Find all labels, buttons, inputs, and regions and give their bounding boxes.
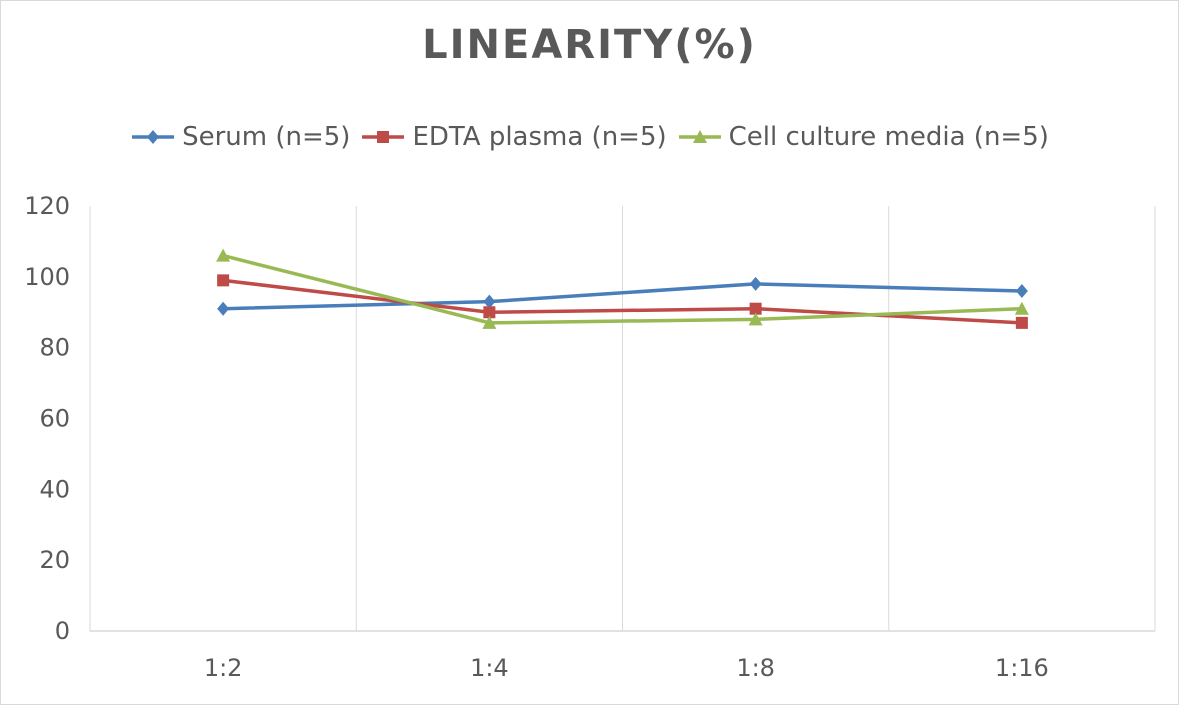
legend-marker-shape [147, 130, 160, 144]
legend-label-cell-culture: Cell culture media (n=5) [728, 122, 1049, 152]
x-tick-label: 1:16 [995, 654, 1049, 682]
legend: Serum (n=5) EDTA plasma (n=5) Cell cultu… [0, 122, 1179, 152]
data-point-1 [483, 306, 496, 319]
data-point-1 [749, 302, 762, 315]
legend-marker-cell-culture [678, 130, 721, 143]
data-point-1 [1015, 316, 1028, 329]
y-tick-label: 120 [24, 192, 70, 220]
x-tick-label: 1:8 [736, 654, 775, 682]
legend-item-cell-culture: Cell culture media (n=5) [677, 122, 1049, 152]
data-point-0 [217, 301, 230, 316]
legend-marker-serum [132, 130, 175, 144]
series-line-0 [223, 282, 1022, 311]
x-tick-label: 1:4 [470, 654, 509, 682]
y-tick-label: 0 [55, 617, 70, 645]
legend-marker-shape [377, 131, 390, 143]
legend-label-edta: EDTA plasma (n=5) [412, 122, 667, 152]
legend-item-serum: Serum (n=5) [130, 122, 350, 152]
data-point-2 [482, 315, 497, 329]
data-point-2 [748, 312, 763, 326]
y-tick-label: 20 [39, 546, 70, 574]
x-tick-label: 1:2 [204, 654, 243, 682]
legend-marker-shape [692, 130, 707, 143]
y-tick-label: 100 [24, 263, 70, 291]
data-point-2 [216, 248, 231, 262]
data-point-0 [483, 294, 496, 309]
chart-title: LINEARITY(%) [422, 22, 757, 68]
y-tick-label: 60 [39, 405, 70, 433]
series-line-2 [222, 253, 1022, 325]
data-point-2 [1014, 301, 1029, 315]
data-point-1 [217, 274, 230, 287]
legend-item-edta: EDTA plasma (n=5) [360, 122, 667, 152]
legend-marker-edta [362, 131, 405, 143]
legend-label-serum: Serum (n=5) [182, 122, 351, 152]
data-point-0 [1015, 284, 1028, 298]
y-tick-label: 40 [39, 475, 70, 503]
y-tick-label: 80 [39, 334, 70, 362]
data-point-0 [749, 276, 762, 291]
series-line-1 [222, 278, 1022, 325]
